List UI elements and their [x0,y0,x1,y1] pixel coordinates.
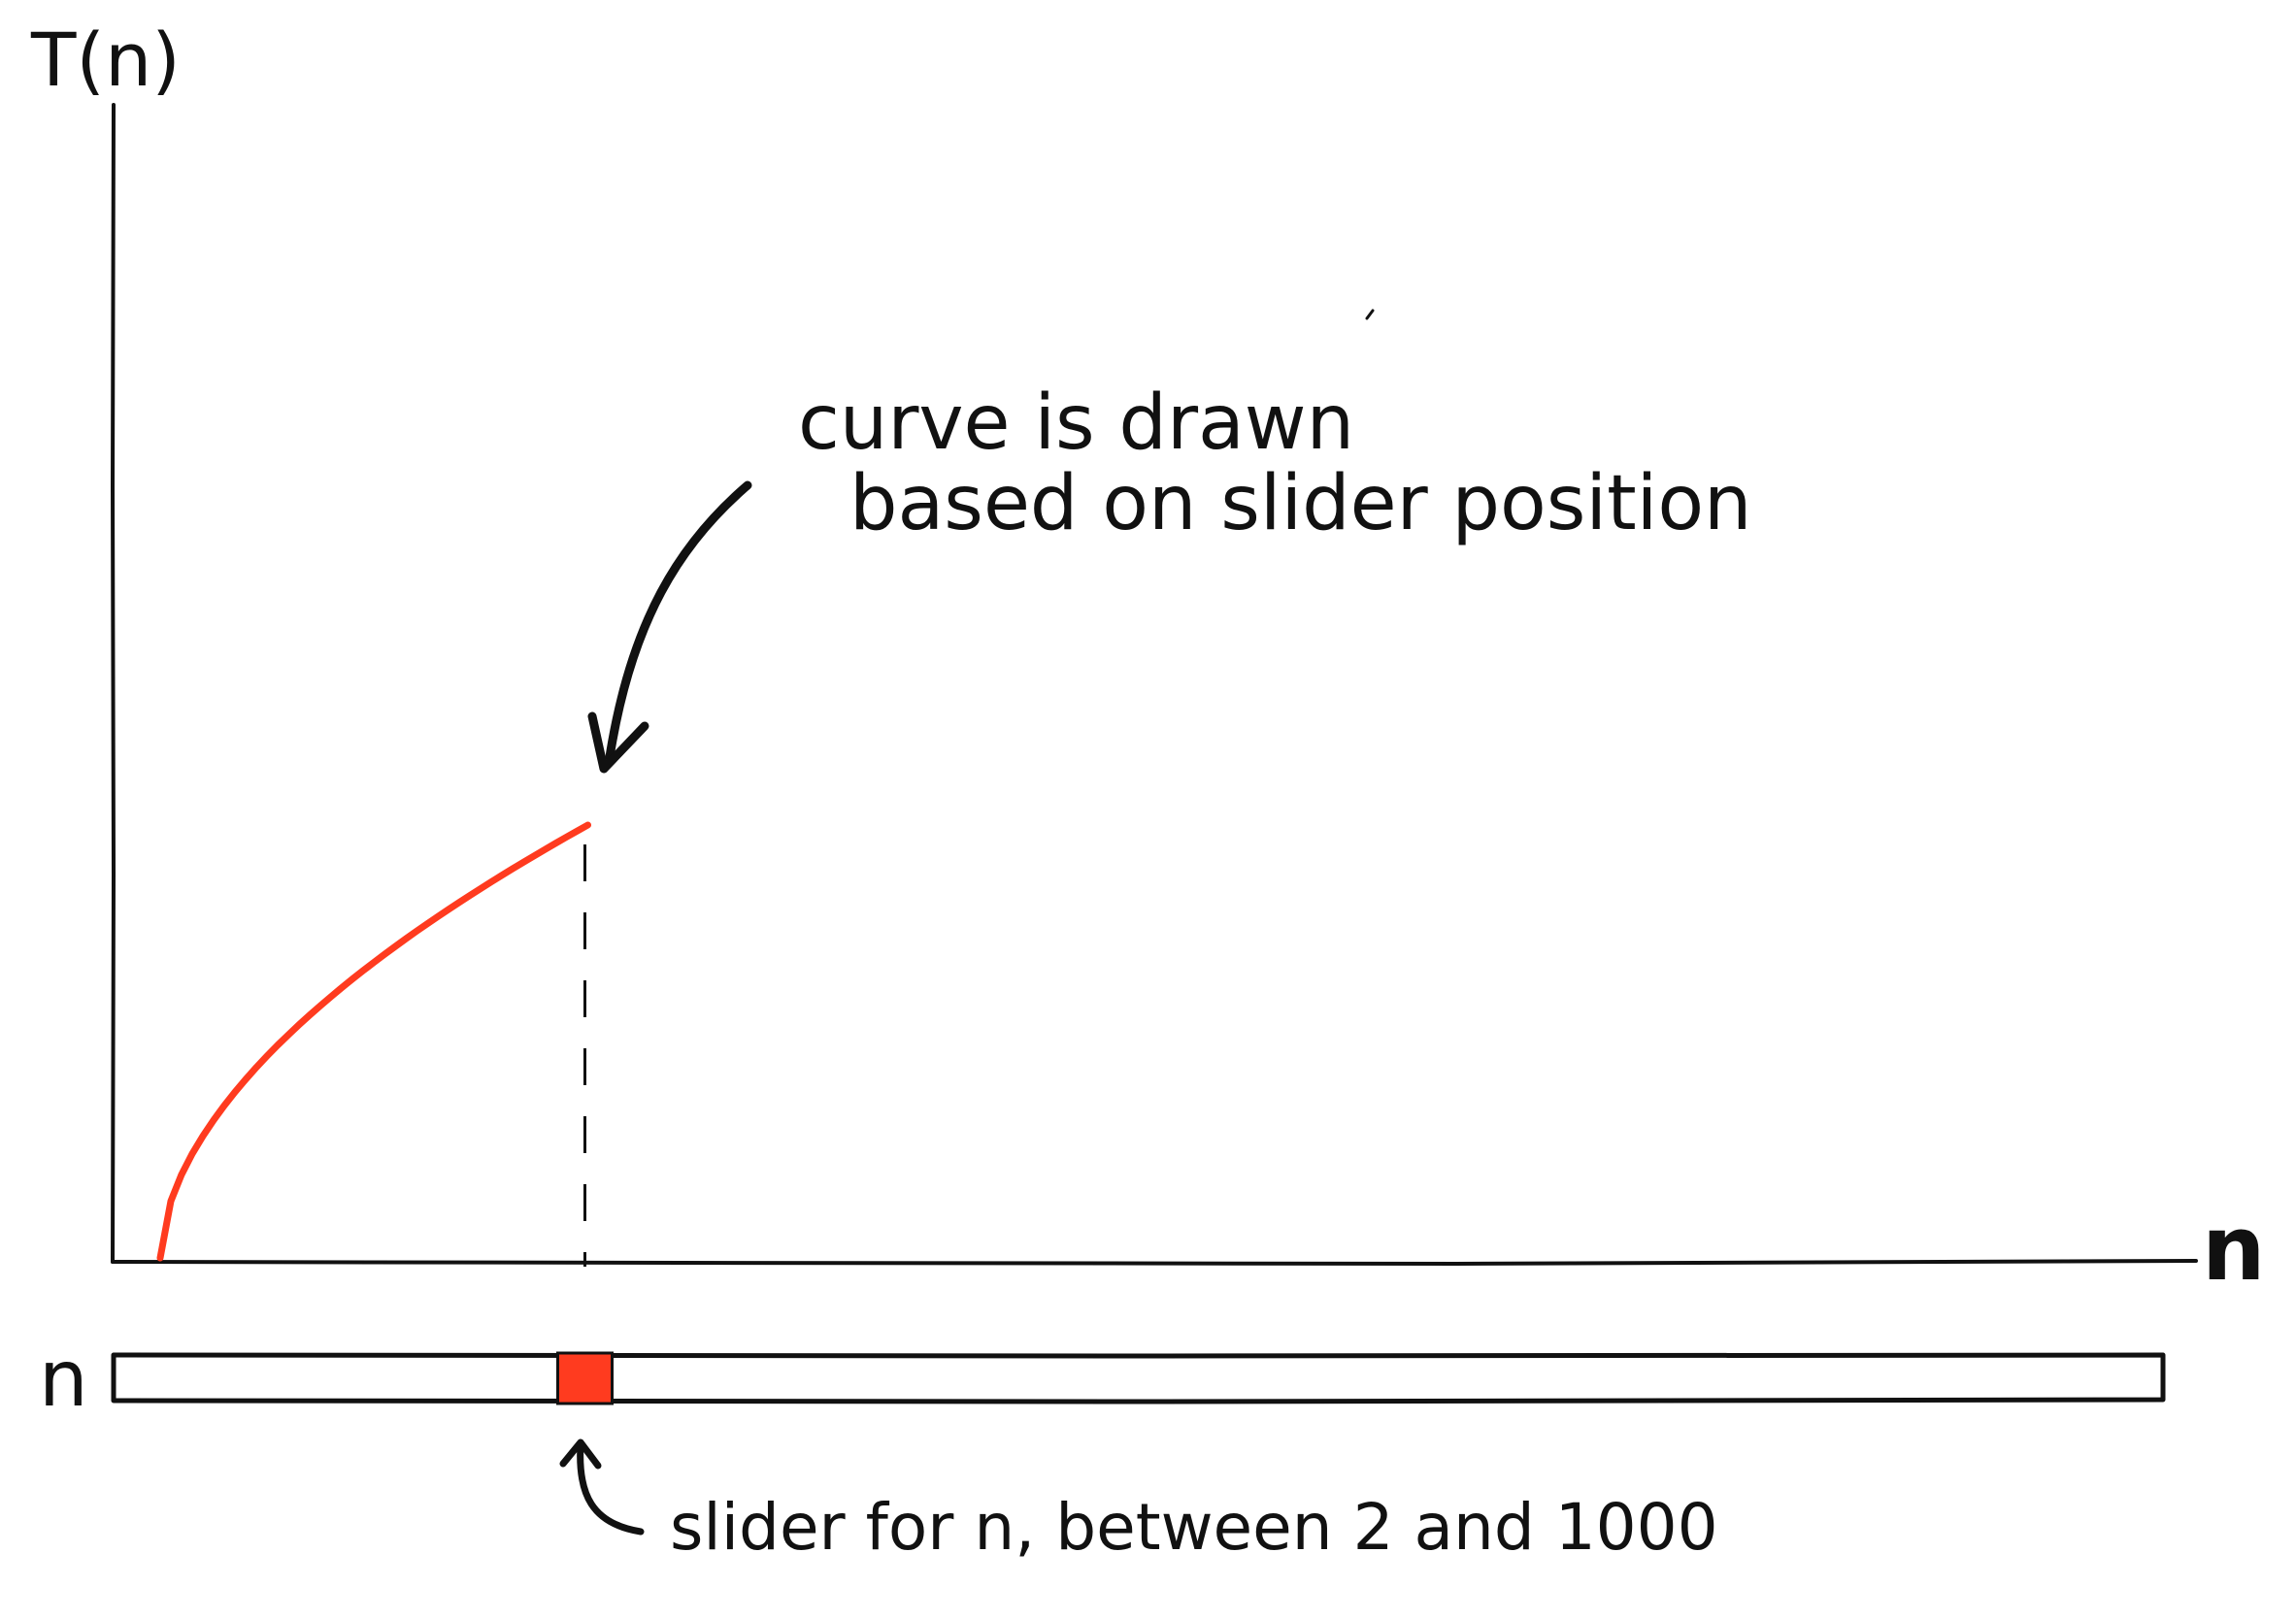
annotation-arrow-curve [605,480,752,762]
slider-caption: slider for n, between 2 and 1000 [670,1490,1718,1565]
x-axis [111,1259,2198,1267]
x-axis-label: n [2202,1197,2266,1301]
y-axis [110,103,116,1264]
curve-line [156,821,591,1262]
y-axis-label: T(n) [30,17,181,103]
slider-thumb[interactable] [556,1351,614,1405]
annotation-curve-line2: based on slider position [849,460,1752,547]
annotation-curve-line1: curve is drawn [798,380,1354,467]
stray-pen-mark [1365,309,1375,320]
slider-track[interactable] [111,1352,2166,1404]
annotation-arrow-slider [577,1440,645,1536]
arrow-head-icon [587,711,649,774]
n-slider[interactable] [111,1351,2166,1405]
slider-arrow-head-icon [559,1438,602,1470]
slider-label: n [39,1334,88,1424]
